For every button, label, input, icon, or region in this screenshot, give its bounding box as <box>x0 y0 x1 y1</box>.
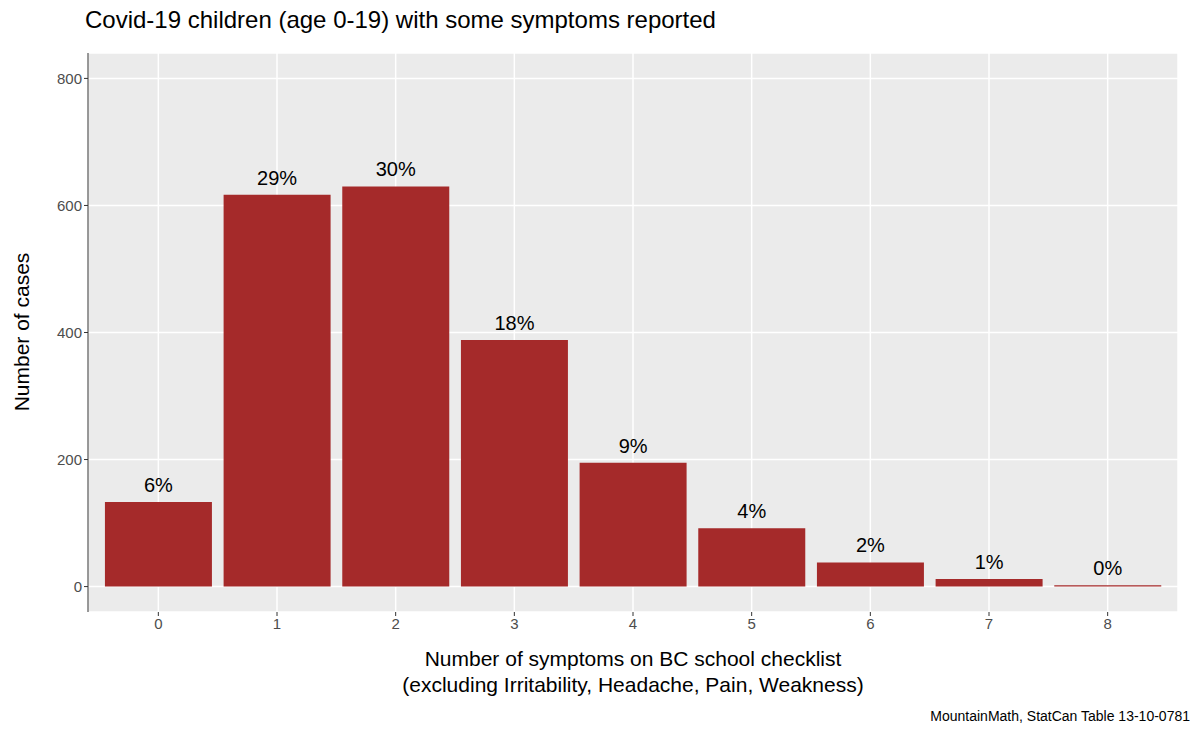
html-text:MountainMath, StatCan Table 13: MountainMath, StatCan Table 13-10-0781 <box>930 708 1190 724</box>
svg-text:2: 2 <box>391 615 399 632</box>
svg-text:4: 4 <box>629 615 637 632</box>
svg-text:1%: 1% <box>975 551 1004 573</box>
svg-text:4%: 4% <box>737 500 766 522</box>
svg-text:400: 400 <box>57 324 82 341</box>
svg-text:6: 6 <box>866 615 874 632</box>
svg-text:0: 0 <box>154 615 162 632</box>
svg-text:9%: 9% <box>619 435 648 457</box>
svg-text:0: 0 <box>74 578 82 595</box>
svg-text:200: 200 <box>57 451 82 468</box>
html-text:Number of cases: Number of cases <box>10 252 33 412</box>
svg-text:6%: 6% <box>144 474 173 496</box>
svg-text:600: 600 <box>57 197 82 214</box>
svg-text:2%: 2% <box>856 534 885 556</box>
svg-text:1: 1 <box>273 615 281 632</box>
svg-text:30%: 30% <box>376 158 416 180</box>
svg-text:18%: 18% <box>494 312 534 334</box>
svg-text:29%: 29% <box>257 167 297 189</box>
svg-text:8: 8 <box>1103 615 1111 632</box>
svg-text:7: 7 <box>985 615 993 632</box>
svg-text:5: 5 <box>747 615 755 632</box>
svg-text:0%: 0% <box>1093 557 1122 579</box>
html-text:Number of symptoms on BC schoo: Number of symptoms on BC school checklis… <box>402 647 864 696</box>
html-text:Covid-19 children (age 0-19) w: Covid-19 children (age 0-19) with some s… <box>85 6 716 33</box>
svg-text:800: 800 <box>57 70 82 87</box>
svg-text:3: 3 <box>510 615 518 632</box>
